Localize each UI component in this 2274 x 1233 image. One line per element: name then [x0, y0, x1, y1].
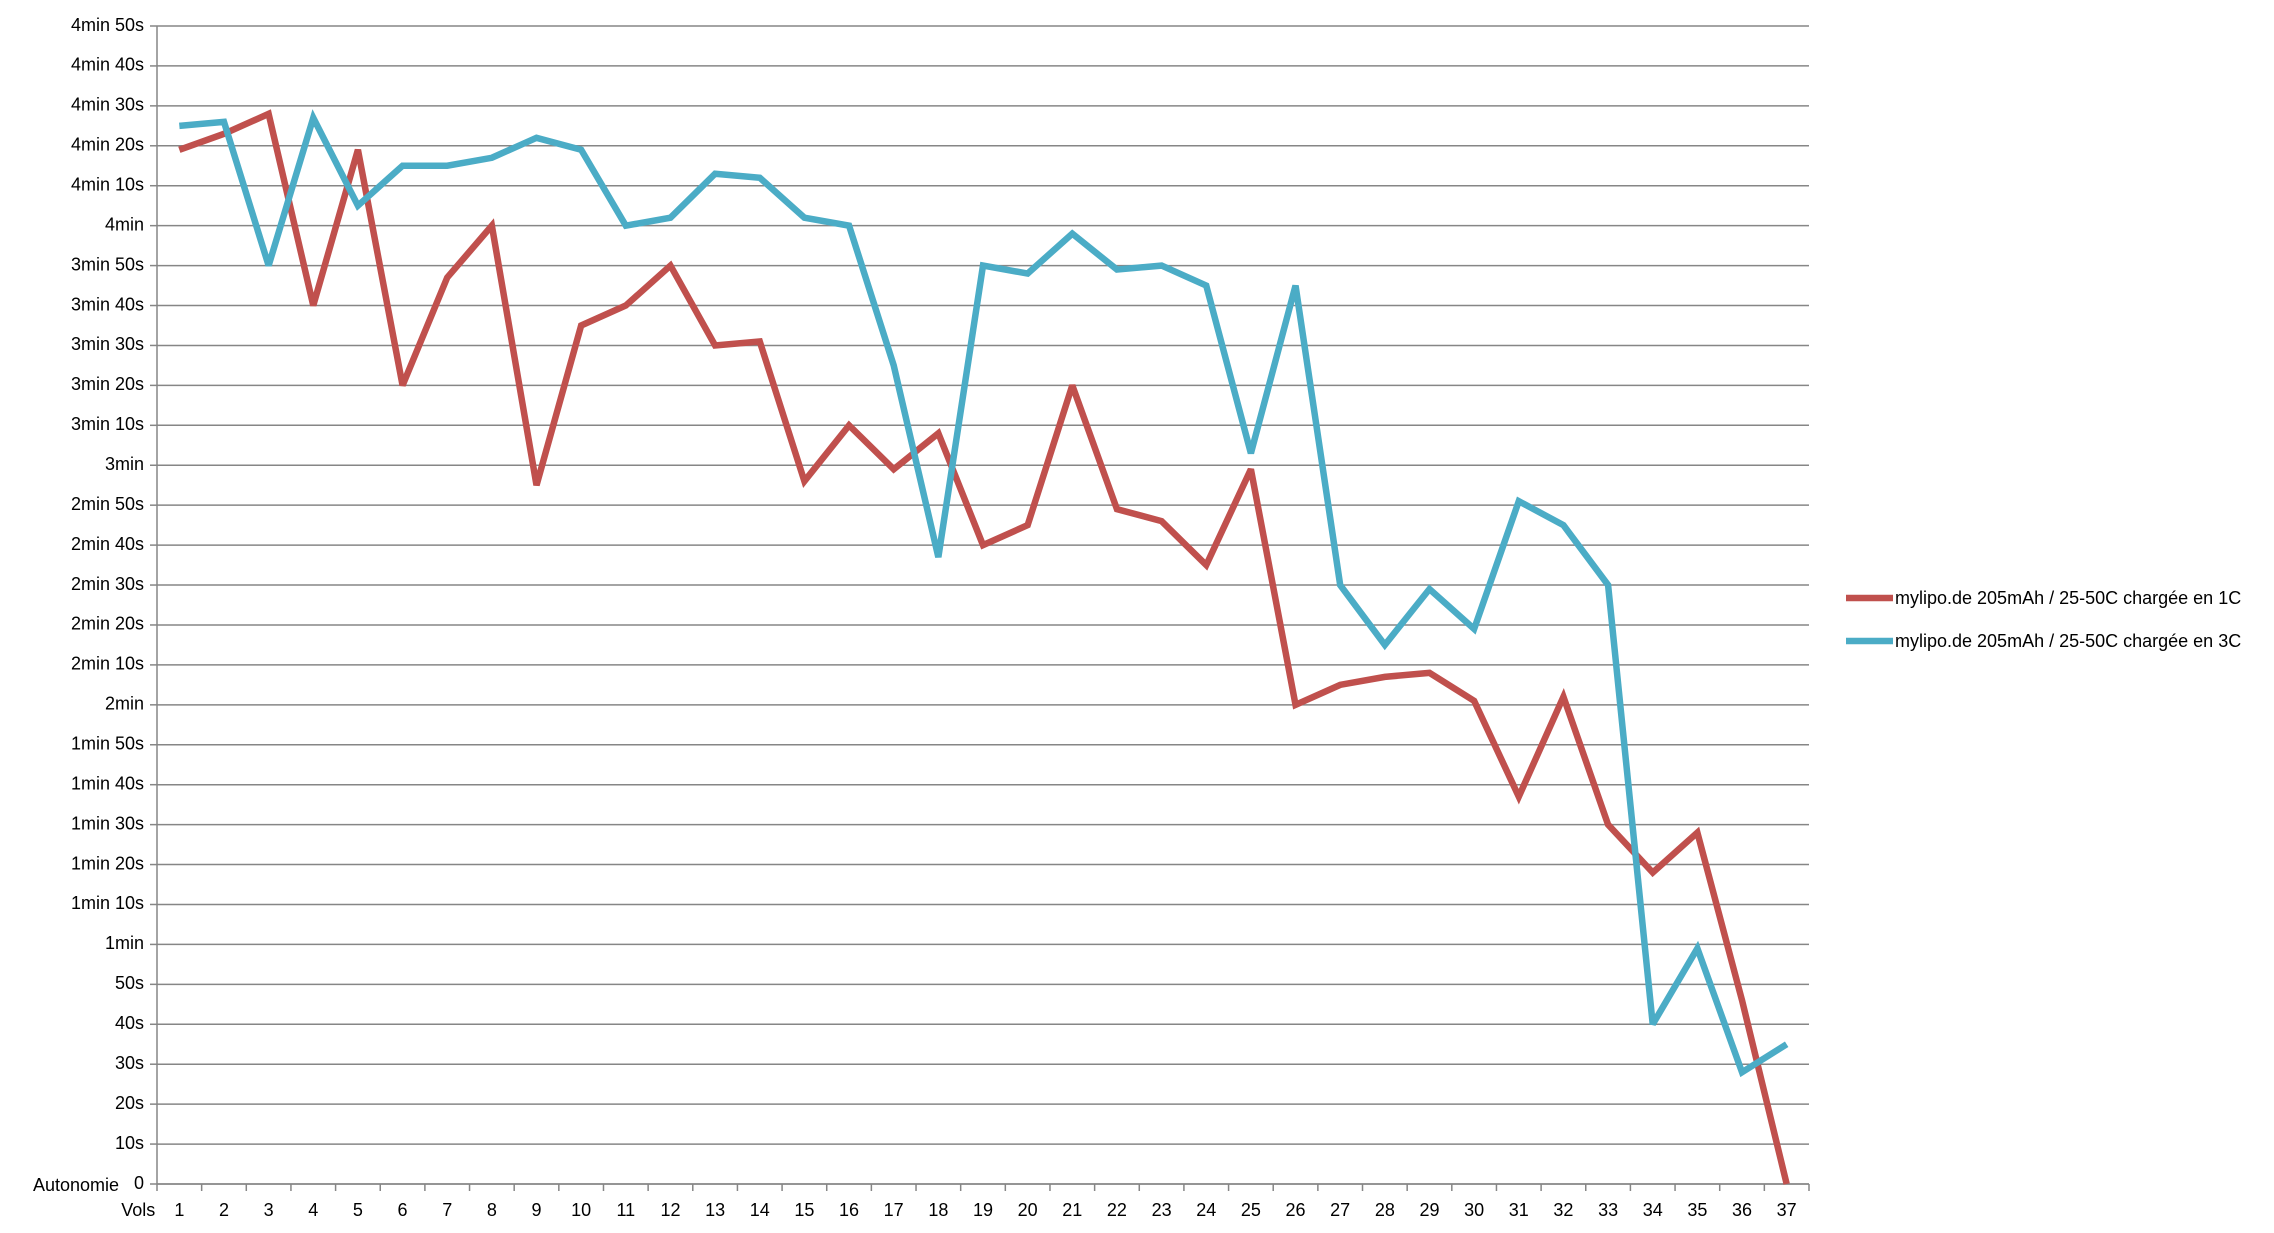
y-tick-label: 3min 20s: [71, 374, 144, 394]
y-tick-label: 2min 40s: [71, 534, 144, 554]
x-tick-label: 26: [1286, 1200, 1306, 1220]
series-line: [179, 109, 1789, 1078]
y-tick-label: 3min 40s: [71, 294, 144, 314]
x-tick-label: 20: [1018, 1200, 1038, 1220]
y-tick-label: 0: [134, 1173, 144, 1193]
x-tick-label: 3: [264, 1200, 274, 1220]
y-tick-label: 3min 10s: [71, 414, 144, 434]
y-tick-label: 1min 30s: [71, 813, 144, 833]
x-tick-label: 29: [1419, 1200, 1439, 1220]
x-tick-label: 32: [1553, 1200, 1573, 1220]
x-tick-label: 4: [308, 1200, 318, 1220]
y-tick-label: 1min: [105, 933, 144, 953]
x-tick-label: 24: [1196, 1200, 1216, 1220]
series-line: [178, 109, 1790, 1185]
x-tick-label: 22: [1107, 1200, 1127, 1220]
x-tick-label: 12: [660, 1200, 680, 1220]
y-tick-label: 1min 20s: [71, 853, 144, 873]
y-tick-label: 4min 40s: [71, 55, 144, 75]
x-tick-label: 37: [1777, 1200, 1797, 1220]
x-tick-label: 36: [1732, 1200, 1752, 1220]
x-tick-label: 33: [1598, 1200, 1618, 1220]
x-tick-label: 2: [219, 1200, 229, 1220]
x-tick-label: 35: [1687, 1200, 1707, 1220]
y-tick-label: 3min: [105, 454, 144, 474]
y-tick-label: 4min 10s: [71, 174, 144, 194]
x-tick-label: 1: [174, 1200, 184, 1220]
y-tick-label: 20s: [115, 1093, 144, 1113]
y-tick-label: 1min 50s: [71, 734, 144, 754]
x-tick-label: 17: [884, 1200, 904, 1220]
y-tick-label: 4min 30s: [71, 95, 144, 115]
x-tick-label: 7: [442, 1200, 452, 1220]
x-tick-label: 9: [532, 1200, 542, 1220]
y-tick-label: 1min 10s: [71, 893, 144, 913]
legend-label: mylipo.de 205mAh / 25-50C chargée en 3C: [1895, 631, 2241, 651]
y-tick-label: 2min 10s: [71, 654, 144, 674]
y-tick-label: 2min: [105, 694, 144, 714]
legend-label: mylipo.de 205mAh / 25-50C chargée en 1C: [1895, 588, 2241, 608]
x-tick-label: 27: [1330, 1200, 1350, 1220]
y-tick-label: 2min 20s: [71, 614, 144, 634]
y-tick-label: 2min 30s: [71, 574, 144, 594]
x-tick-label: 15: [794, 1200, 814, 1220]
x-tick-label: 14: [750, 1200, 770, 1220]
x-tick-label: 10: [571, 1200, 591, 1220]
x-tick-label: 34: [1643, 1200, 1663, 1220]
y-tick-label: 4min 20s: [71, 135, 144, 155]
y-tick-label: 4min: [105, 214, 144, 234]
y-tick-label: 4min 50s: [71, 15, 144, 35]
x-axis-title: Vols: [121, 1200, 155, 1220]
y-tick-label: 50s: [115, 973, 144, 993]
x-tick-label: 13: [705, 1200, 725, 1220]
x-tick-label: 19: [973, 1200, 993, 1220]
y-tick-label: 3min 30s: [71, 334, 144, 354]
x-tick-label: 18: [928, 1200, 948, 1220]
x-tick-label: 8: [487, 1200, 497, 1220]
x-tick-label: 6: [398, 1200, 408, 1220]
x-tick-label: 23: [1152, 1200, 1172, 1220]
x-tick-label: 31: [1509, 1200, 1529, 1220]
y-tick-label: 3min 50s: [71, 254, 144, 274]
x-tick-label: 11: [616, 1200, 635, 1220]
x-tick-label: 5: [353, 1200, 363, 1220]
y-tick-label: 1min 40s: [71, 773, 144, 793]
y-tick-label: 40s: [115, 1013, 144, 1033]
y-axis-title: Autonomie: [33, 1175, 119, 1195]
x-tick-label: 16: [839, 1200, 859, 1220]
y-tick-label: 10s: [115, 1133, 144, 1153]
y-tick-label: 30s: [115, 1053, 144, 1073]
y-tick-label: 2min 50s: [71, 494, 144, 514]
x-tick-label: 25: [1241, 1200, 1261, 1220]
x-tick-label: 21: [1062, 1200, 1082, 1220]
x-tick-label: 28: [1375, 1200, 1395, 1220]
x-tick-label: 30: [1464, 1200, 1484, 1220]
